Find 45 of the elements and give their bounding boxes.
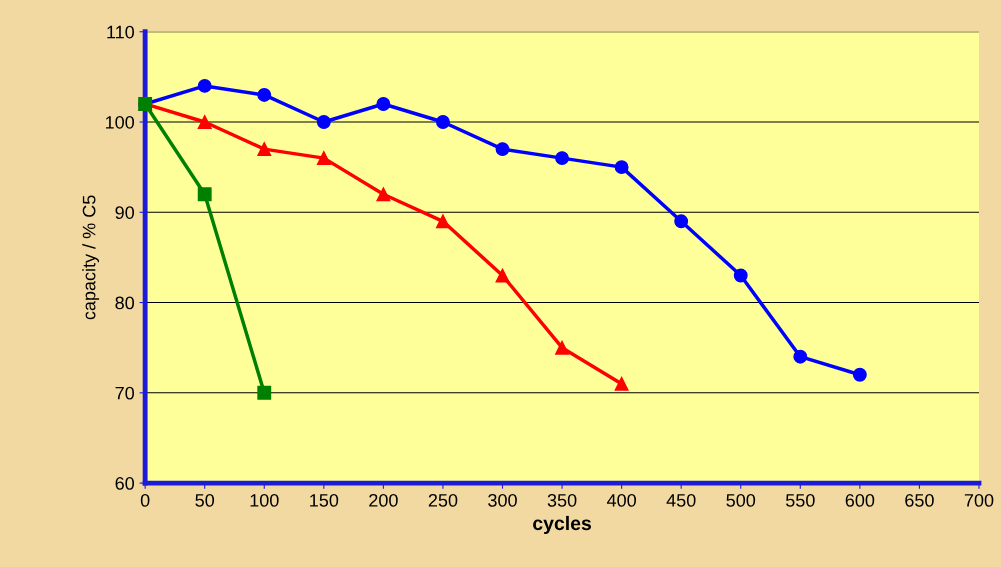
x-tick-label: 300 <box>488 493 517 507</box>
y-tick-label: 80 <box>115 296 135 310</box>
x-tick-label: 400 <box>606 493 636 507</box>
y-tick-label: 100 <box>105 115 135 129</box>
x-tick-label: 550 <box>785 493 815 507</box>
point <box>614 160 629 175</box>
point <box>555 151 570 166</box>
point <box>197 187 212 202</box>
point <box>316 115 331 129</box>
point <box>793 349 808 364</box>
x-tick-label: 150 <box>310 493 339 507</box>
point <box>197 78 212 93</box>
x-tick-label: 650 <box>905 493 934 507</box>
point <box>316 151 331 166</box>
point <box>257 87 272 102</box>
y-axis-title: capacity / % C5 <box>82 195 100 320</box>
point <box>197 115 212 129</box>
point <box>852 367 867 382</box>
x-tick-label: 0 <box>140 493 150 507</box>
x-tick-label: 500 <box>726 493 756 507</box>
y-tick-label: 90 <box>115 206 135 219</box>
point <box>376 187 391 202</box>
point <box>495 268 510 283</box>
x-tick-label: 250 <box>428 493 458 507</box>
x-axis-title: cycles <box>533 515 591 535</box>
x-tick-label: 600 <box>845 493 875 507</box>
y-tick-label: 60 <box>115 477 135 490</box>
x-tick-label: 50 <box>195 493 215 507</box>
point <box>495 142 510 157</box>
point <box>674 214 689 229</box>
y-tick-label: 70 <box>115 386 135 400</box>
point <box>376 97 391 111</box>
point <box>257 385 272 400</box>
point <box>733 268 748 283</box>
x-tick-label: 350 <box>547 493 577 507</box>
x-tick-label: 700 <box>964 493 994 507</box>
y-tick-label: 110 <box>107 25 135 39</box>
point <box>435 214 450 229</box>
x-tick-label: 100 <box>250 493 279 507</box>
point <box>555 340 570 355</box>
x-tick-label: 450 <box>666 493 696 507</box>
x-tick-label: 200 <box>369 493 398 507</box>
point <box>614 376 629 391</box>
point <box>257 142 272 157</box>
point <box>435 115 450 129</box>
